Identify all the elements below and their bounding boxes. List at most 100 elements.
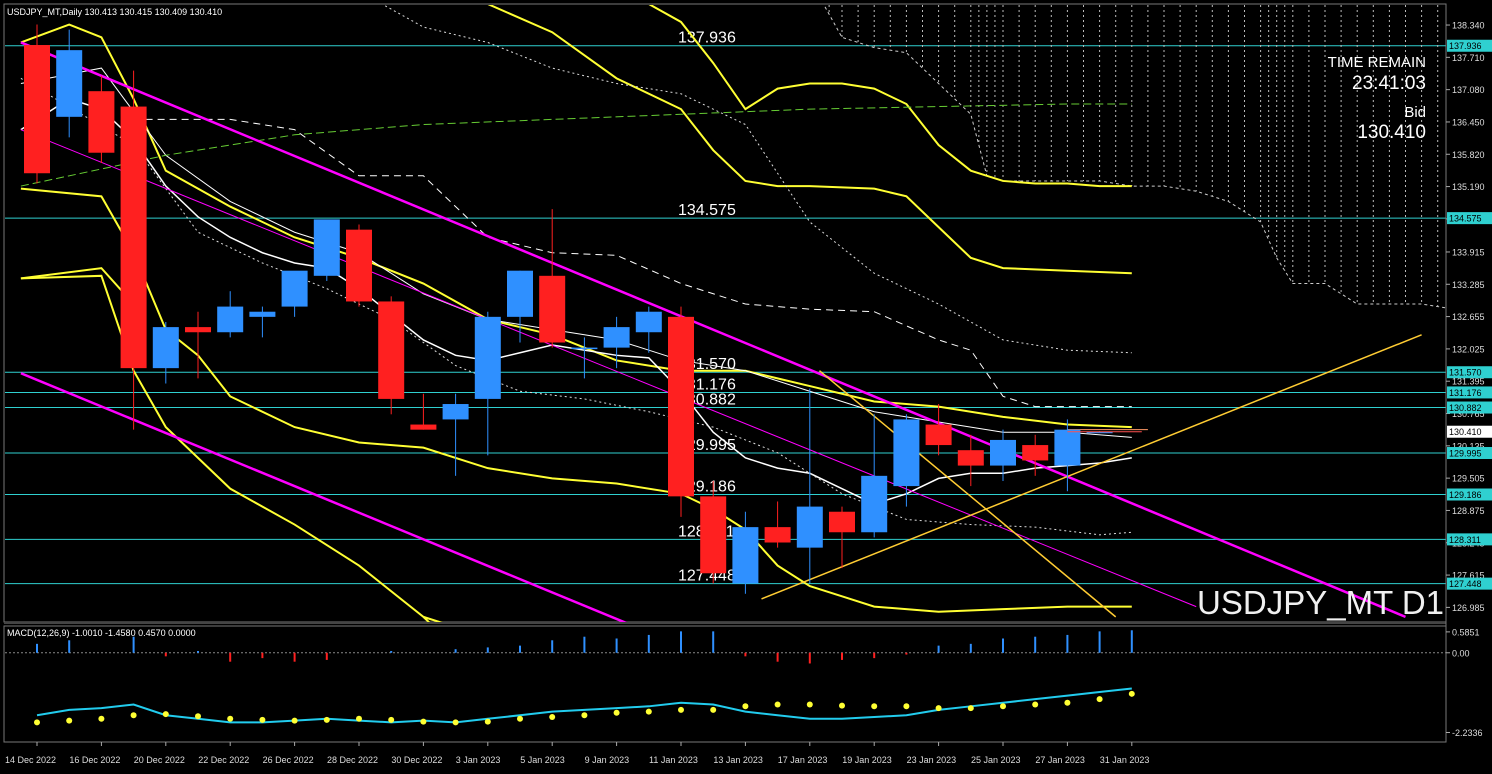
macd-signal-dot bbox=[195, 713, 201, 720]
macd-signal-dot bbox=[871, 703, 878, 710]
candle-body bbox=[700, 496, 727, 574]
macd-signal-dot bbox=[645, 708, 652, 715]
level-price-label: 130.882 bbox=[1449, 403, 1482, 413]
indicator-line bbox=[20, 23, 1132, 429]
macd-signal-dot bbox=[356, 715, 362, 722]
y-tick-label: 137.080 bbox=[1452, 85, 1485, 95]
y-tick-label: 130.135 bbox=[1452, 441, 1485, 451]
level-price-tag bbox=[1447, 533, 1492, 546]
level-price-label: 129.186 bbox=[1449, 490, 1482, 500]
trendline[interactable] bbox=[20, 41, 1406, 619]
level-price-label: 134.575 bbox=[1449, 214, 1482, 224]
candle-body bbox=[281, 270, 308, 307]
candle-body bbox=[990, 439, 1016, 466]
level-price-tag bbox=[1447, 386, 1492, 399]
y-tick-label: 131.395 bbox=[1452, 377, 1485, 387]
level-price-label: 131.176 bbox=[1449, 388, 1482, 398]
candle-body bbox=[829, 511, 855, 533]
x-tick-label: 16 Dec 2022 bbox=[69, 755, 120, 765]
indicator-line bbox=[133, 118, 1132, 408]
level-price-tag bbox=[1447, 401, 1492, 414]
trendline[interactable] bbox=[761, 334, 1422, 600]
candle-body bbox=[185, 327, 211, 333]
candle-body bbox=[635, 311, 662, 333]
cloud-edge bbox=[823, 5, 1446, 309]
symbol-watermark: USDJPY_MT D1 bbox=[1197, 584, 1444, 621]
candle-body bbox=[668, 316, 694, 497]
level-price-label: 127.448 bbox=[1449, 579, 1482, 589]
level-price-tag bbox=[1447, 366, 1492, 379]
candle-body bbox=[474, 316, 501, 399]
x-tick-label: 11 Jan 2023 bbox=[649, 755, 698, 765]
indicator-line bbox=[20, 67, 1132, 438]
macd-signal-dot bbox=[291, 717, 298, 724]
candle-body bbox=[893, 419, 920, 487]
trendline[interactable] bbox=[818, 370, 1117, 618]
chart-header: USDJPY_MT,Daily 130.413 130.415 130.409 … bbox=[7, 7, 222, 17]
time-remain-value: 23:41:03 bbox=[1352, 73, 1426, 94]
level-price-tag bbox=[1447, 488, 1492, 501]
level-price-tag bbox=[1447, 577, 1492, 590]
candle-body bbox=[249, 311, 276, 317]
candle-body bbox=[120, 106, 147, 369]
macd-signal-dot bbox=[420, 718, 427, 725]
macd-signal-dot bbox=[66, 717, 73, 724]
macd-signal-dot bbox=[806, 701, 813, 708]
current-price-label: 130.410 bbox=[1449, 427, 1482, 437]
x-tick-label: 31 Jan 2023 bbox=[1100, 755, 1150, 765]
candle-body bbox=[313, 219, 340, 276]
candle-body bbox=[24, 45, 50, 174]
y-tick-label: 132.025 bbox=[1452, 344, 1485, 354]
x-tick-label: 13 Jan 2023 bbox=[713, 755, 763, 765]
candle-body bbox=[764, 527, 791, 543]
x-tick-label: 28 Dec 2022 bbox=[327, 755, 378, 765]
y-tick-label: 129.505 bbox=[1452, 474, 1485, 484]
candle-body bbox=[410, 424, 437, 430]
macd-signal-dot bbox=[1000, 703, 1006, 710]
x-tick-label: 30 Dec 2022 bbox=[391, 755, 442, 765]
level-price-label: 131.570 bbox=[1449, 368, 1482, 378]
trendline[interactable] bbox=[20, 129, 1197, 608]
macd-signal-dot bbox=[34, 719, 40, 726]
y-tick-label: 133.915 bbox=[1452, 247, 1485, 257]
x-tick-label: 25 Jan 2023 bbox=[971, 755, 1021, 765]
y-tick-label: 133.285 bbox=[1452, 280, 1485, 290]
macd-signal-dot bbox=[452, 719, 459, 726]
bid-value: 130.410 bbox=[1357, 122, 1426, 143]
candle-body bbox=[1022, 445, 1049, 461]
candle-body bbox=[571, 347, 598, 350]
x-tick-label: 23 Jan 2023 bbox=[907, 755, 957, 765]
candle-body bbox=[1054, 429, 1081, 466]
macd-signal-dot bbox=[774, 701, 781, 708]
candle-body bbox=[1086, 431, 1113, 434]
level-price-tag bbox=[1447, 447, 1492, 460]
candle-body bbox=[796, 506, 823, 548]
current-price-tag bbox=[1447, 425, 1492, 438]
time-remain-label: TIME REMAIN bbox=[1327, 54, 1426, 71]
x-tick-label: 22 Dec 2022 bbox=[198, 755, 249, 765]
macd-signal-dot bbox=[839, 702, 845, 709]
pane-splitter[interactable] bbox=[4, 622, 1446, 624]
macd-signal-dot bbox=[935, 705, 942, 712]
macd-signal-dot bbox=[742, 703, 749, 710]
macd-signal-dot bbox=[678, 706, 684, 713]
indicator-line bbox=[20, 274, 431, 622]
level-price-label: 129.995 bbox=[1449, 449, 1482, 459]
x-tick-label: 26 Dec 2022 bbox=[263, 755, 314, 765]
indicator-line bbox=[20, 187, 1132, 613]
macd-plot bbox=[5, 630, 1446, 726]
sub-frame bbox=[3, 625, 1447, 743]
level-label: 137.936 bbox=[678, 30, 736, 47]
macd-signal-dot bbox=[388, 716, 395, 723]
y-tick-label: 132.655 bbox=[1452, 312, 1485, 322]
candle-body bbox=[957, 450, 984, 466]
y-tick-label: 126.985 bbox=[1452, 603, 1485, 613]
candle-body bbox=[88, 91, 115, 153]
candle-body bbox=[732, 527, 759, 584]
trendline[interactable] bbox=[20, 372, 649, 632]
x-tick-label: 5 Jan 2023 bbox=[520, 755, 565, 765]
x-tick-label: 9 Jan 2023 bbox=[585, 755, 630, 765]
indicator-line bbox=[20, 77, 1132, 536]
